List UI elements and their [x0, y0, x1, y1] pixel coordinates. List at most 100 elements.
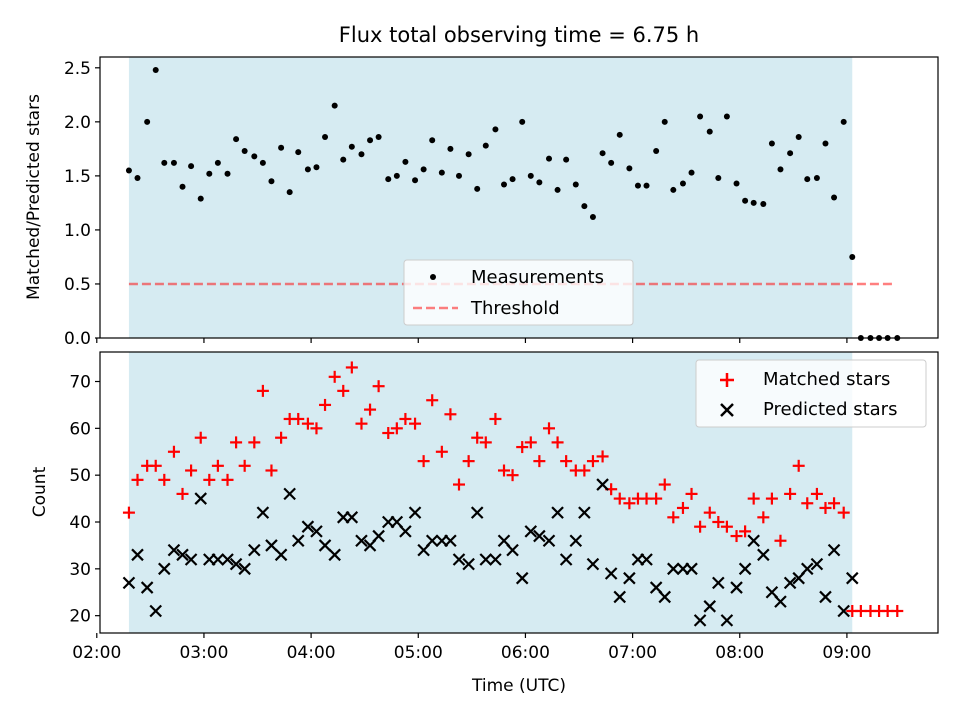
matched-star-point [292, 412, 305, 425]
measurement-point [599, 150, 606, 157]
predicted-star-point [301, 520, 315, 533]
y-tick-label: 60 [69, 419, 91, 439]
matched-star-point [596, 450, 609, 463]
measurement-point [286, 189, 293, 196]
x-tick-label: 08:00 [715, 643, 764, 663]
y-tick-label: 0.5 [64, 275, 91, 295]
predicted-star-point [623, 571, 636, 585]
predicted-star-point [542, 534, 556, 548]
predicted-star-point [462, 557, 475, 571]
matched-star-point [364, 403, 377, 416]
predicted-stars-points [122, 478, 859, 627]
y-tick-label: 0.0 [64, 329, 91, 349]
measurement-point [653, 148, 660, 155]
measurement-point [393, 172, 400, 179]
matched-star-point [694, 520, 707, 533]
measurement-point [777, 166, 784, 173]
predicted-star-point [318, 539, 332, 552]
measurement-point [572, 181, 579, 188]
bottom-legend: Matched stars Predicted stars [695, 359, 927, 428]
measurement-point [233, 136, 240, 143]
matched-star-point [345, 361, 358, 374]
measurement-point [697, 113, 704, 120]
predicted-star-point [524, 525, 538, 538]
predicted-star-point [551, 506, 564, 519]
matched-star-point [248, 436, 261, 449]
predicted-star-point [658, 590, 672, 604]
matched-star-point [730, 530, 743, 543]
predicted-star-point [291, 534, 305, 548]
measurement-point [348, 143, 355, 150]
predicted-star-point [328, 548, 341, 562]
measurement-point [197, 195, 204, 202]
predicted-star-point [837, 604, 850, 618]
matched-star-point [560, 455, 573, 468]
measurement-point [214, 159, 221, 166]
matched-star-point [265, 464, 278, 477]
matched-star-point [765, 492, 778, 505]
measurement-point [241, 148, 248, 155]
measurement-point [634, 182, 641, 189]
predicted-star-point [800, 562, 814, 576]
predicted-star-point [444, 534, 457, 548]
predicted-star-point [176, 548, 189, 562]
predicted-star-point [408, 506, 422, 519]
measurement-point [358, 151, 365, 158]
predicted-star-point [184, 553, 198, 566]
predicted-star-point [265, 539, 278, 552]
measurement-point [519, 118, 526, 125]
matched-star-point [613, 492, 626, 505]
bottom-y-ticks: 20 30 40 50 60 70 [69, 373, 100, 627]
x-axis-label: Time (UTC) [471, 676, 566, 696]
matched-star-point [828, 497, 841, 510]
matched-star-point [203, 473, 216, 486]
matched-star-point [757, 511, 770, 524]
top-legend-box [403, 259, 634, 326]
predicted-star-point [211, 553, 225, 566]
matched-star-point [310, 422, 323, 435]
measurement-point [849, 253, 856, 260]
predicted-star-point [640, 553, 653, 566]
measurement-point [768, 140, 775, 147]
y-tick-label: 1.0 [64, 221, 91, 241]
matched-star-point [489, 412, 502, 425]
predicted-star-point [774, 595, 787, 608]
legend-matched-marker [720, 373, 734, 387]
matched-star-point [747, 492, 760, 505]
measurement-point [170, 159, 177, 166]
predicted-star-point [194, 492, 208, 505]
top-y-ticks: 0.0 0.5 1.0 1.5 2.0 2.5 [64, 59, 100, 349]
matched-star-point [337, 384, 350, 397]
bottom-plot-frame [99, 351, 939, 634]
top-legend: Measurements Threshold [403, 259, 634, 326]
matched-star-point [516, 441, 529, 454]
measurement-point [331, 102, 338, 109]
matched-star-point [720, 520, 733, 533]
predicted-star-point [274, 548, 288, 562]
matched-stars-points [122, 361, 904, 617]
matched-star-point [435, 445, 448, 458]
measurement-point [447, 145, 454, 152]
matched-star-point [211, 459, 224, 472]
predicted-star-point [425, 534, 439, 548]
matched-star-point [497, 464, 510, 477]
measurement-point [554, 186, 561, 193]
y-tick-label: 20 [69, 607, 91, 627]
predicted-star-point [167, 543, 181, 557]
predicted-star-point [533, 529, 546, 543]
measurement-point [581, 203, 588, 210]
matched-star-point [149, 459, 162, 472]
matched-star-point [479, 436, 492, 449]
top-panel: Flux total observing time = 6.75 h 0.0 0.… [24, 23, 939, 349]
measurement-point [224, 170, 231, 177]
predicted-star-point [399, 525, 412, 538]
matched-star-point [658, 478, 671, 491]
x-tick-label: 07:00 [608, 643, 657, 663]
matched-star-point [444, 408, 457, 421]
measurement-point [563, 156, 570, 163]
top-title: Flux total observing time = 6.75 h [339, 23, 699, 47]
matched-star-point [792, 459, 805, 472]
matched-star-point [256, 384, 269, 397]
predicted-star-point [569, 534, 583, 548]
legend-predicted-marker [720, 403, 734, 417]
